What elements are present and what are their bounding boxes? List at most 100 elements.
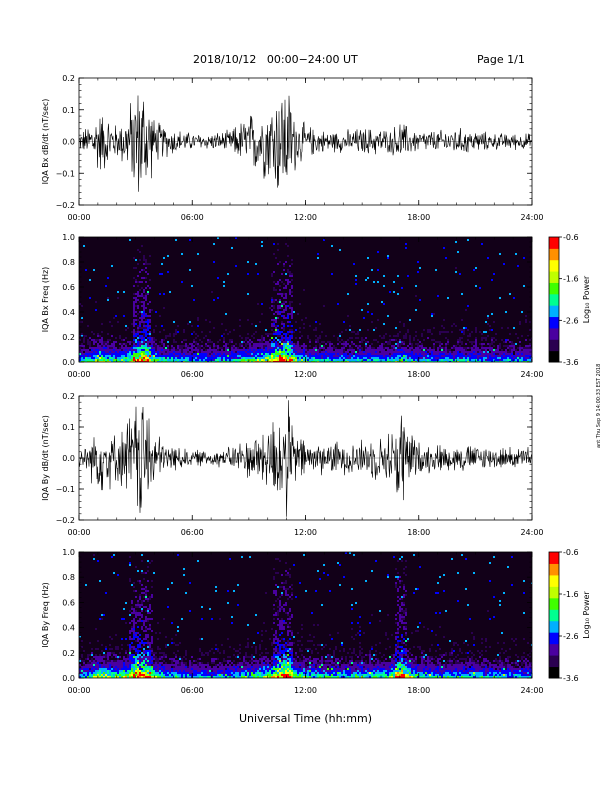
spectrogram-cell: [269, 349, 271, 351]
spectrogram-cell: [357, 337, 359, 339]
spectrogram-cell: [117, 355, 119, 357]
spectrogram-cell: [141, 670, 143, 672]
spectrogram-cell: [405, 361, 407, 362]
spectrogram-cell: [277, 243, 279, 245]
spectrogram-cell: [169, 353, 171, 355]
spectrogram-cell: [115, 349, 117, 351]
spectrogram-cell: [273, 301, 275, 303]
spectrogram-cell: [369, 355, 371, 357]
spectrogram-cell: [285, 337, 287, 339]
spectrogram-cell: [279, 644, 281, 646]
spectrogram-cell: [391, 355, 393, 357]
spectrogram-cell: [373, 355, 375, 357]
spectrogram-cell: [85, 584, 87, 586]
spectrogram-cell: [287, 347, 289, 349]
spectrogram-cell: [321, 341, 323, 343]
spectrogram-cell: [267, 355, 269, 357]
spectrogram-cell: [91, 670, 93, 672]
spectrogram-cell: [481, 357, 483, 359]
spectrogram-cell: [247, 662, 249, 664]
spectrogram-cell: [93, 343, 95, 345]
spectrogram-cell: [193, 345, 195, 347]
spectrogram-cell: [289, 638, 291, 640]
spectrogram-cell: [115, 315, 117, 317]
spectrogram-cell: [267, 666, 269, 668]
spectrogram-cell: [279, 355, 281, 357]
spectrogram-cell: [303, 355, 305, 357]
spectrogram-cell: [243, 668, 245, 670]
spectrogram-cell: [99, 676, 101, 678]
spectrogram-cell: [189, 670, 191, 672]
spectrogram-cell: [91, 652, 93, 654]
spectrogram-cell: [147, 658, 149, 660]
spectrogram-cell: [213, 674, 215, 676]
spectrogram-cell: [269, 345, 271, 347]
spectrogram-cell: [519, 357, 521, 359]
spectrogram-cell: [229, 341, 231, 343]
spectrogram-cell: [511, 361, 513, 362]
spectrogram-cell: [123, 662, 125, 664]
spectrogram-cell: [463, 357, 465, 359]
spectrogram-cell: [145, 349, 147, 351]
spectrogram-cell: [111, 345, 113, 347]
spectrogram-cell: [207, 672, 209, 674]
spectrogram-cell: [165, 674, 167, 676]
spectrogram-cell: [405, 349, 407, 351]
colorbar-tick-label: -3.6: [563, 358, 579, 367]
spectrogram-cell: [421, 343, 423, 345]
spectrogram-cell: [141, 584, 143, 586]
spectrogram-cell: [125, 666, 127, 668]
spectrogram-cell: [283, 648, 285, 650]
spectrogram-cell: [135, 640, 137, 642]
spectrogram-cell: [303, 323, 305, 325]
spectrogram-cell: [271, 359, 273, 361]
spectrogram-cell: [135, 345, 137, 347]
spectrogram-cell: [315, 349, 317, 351]
spectrogram-cell: [181, 668, 183, 670]
spectrogram-cell: [319, 345, 321, 347]
spectrogram-cell: [157, 359, 159, 361]
spectrogram-cell: [443, 351, 445, 353]
spectrogram-cell: [365, 279, 367, 281]
spectrogram-cell: [497, 353, 499, 355]
spectrogram-cell: [133, 355, 135, 357]
spectrogram-cell: [287, 612, 289, 614]
spectrogram-cell: [141, 570, 143, 572]
spectrogram-cell: [273, 622, 275, 624]
spectrogram-cell: [275, 345, 277, 347]
spectrogram-cell: [107, 666, 109, 668]
spectrogram-cell: [211, 361, 213, 362]
spectrogram-cell: [115, 351, 117, 353]
spectrogram-cell: [201, 606, 203, 608]
spectrogram-cell: [421, 361, 423, 362]
spectrogram-cell: [513, 297, 515, 299]
spectrogram-cell: [409, 343, 411, 345]
spectrogram-cell: [221, 351, 223, 353]
spectrogram-cell: [251, 662, 253, 664]
spectrogram-cell: [181, 353, 183, 355]
spectrogram-cell: [271, 361, 273, 362]
spectrogram-cell: [159, 315, 161, 317]
spectrogram-cell: [141, 305, 143, 307]
spectrogram-cell: [285, 279, 287, 281]
spectrogram-cell: [405, 337, 407, 339]
spectrogram-cell: [285, 287, 287, 289]
spectrogram-cell: [515, 355, 517, 357]
spectrogram-cell: [149, 618, 151, 620]
spectrogram-cell: [149, 349, 151, 351]
spectrogram-cell: [529, 355, 531, 357]
spectrogram-cell: [365, 353, 367, 355]
spectrogram-cell: [259, 345, 261, 347]
spectrogram-cell: [237, 353, 239, 355]
spectrogram-cell: [363, 359, 365, 361]
spectrogram-cell: [229, 656, 231, 658]
spectrogram-cell: [149, 333, 151, 335]
spectrogram-cell: [253, 359, 255, 361]
spectrogram-cell: [329, 347, 331, 349]
spectrogram-cell: [491, 337, 493, 339]
spectrogram-cell: [383, 323, 385, 325]
spectrogram-cell: [371, 321, 373, 323]
spectrogram-cell: [279, 624, 281, 626]
spectrogram-cell: [125, 658, 127, 660]
spectrogram-cell: [523, 351, 525, 353]
